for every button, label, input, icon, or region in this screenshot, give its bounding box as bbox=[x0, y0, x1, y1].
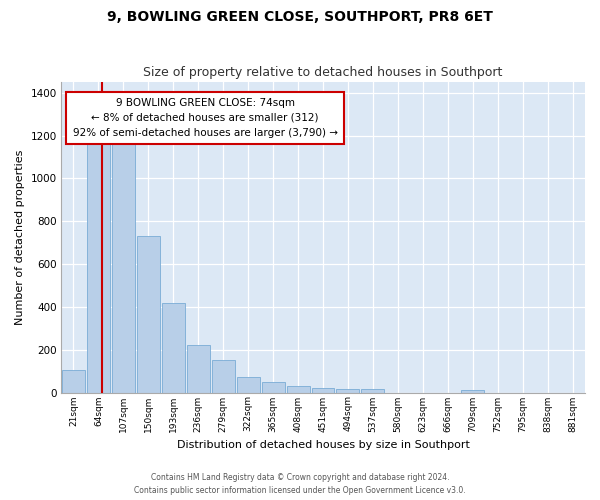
Bar bbox=[287, 386, 310, 392]
Bar bbox=[311, 388, 334, 392]
Bar bbox=[112, 144, 135, 392]
Title: Size of property relative to detached houses in Southport: Size of property relative to detached ho… bbox=[143, 66, 503, 80]
Y-axis label: Number of detached properties: Number of detached properties bbox=[15, 150, 25, 325]
Bar bbox=[212, 360, 235, 392]
Bar bbox=[236, 377, 260, 392]
Bar bbox=[337, 390, 359, 392]
Bar bbox=[187, 346, 209, 393]
Bar bbox=[62, 370, 85, 392]
Bar bbox=[162, 302, 185, 392]
Bar bbox=[262, 382, 284, 392]
Text: 9, BOWLING GREEN CLOSE, SOUTHPORT, PR8 6ET: 9, BOWLING GREEN CLOSE, SOUTHPORT, PR8 6… bbox=[107, 10, 493, 24]
X-axis label: Distribution of detached houses by size in Southport: Distribution of detached houses by size … bbox=[176, 440, 469, 450]
Bar bbox=[137, 236, 160, 392]
Text: Contains HM Land Registry data © Crown copyright and database right 2024.
Contai: Contains HM Land Registry data © Crown c… bbox=[134, 474, 466, 495]
Bar bbox=[87, 144, 110, 392]
Text: 9 BOWLING GREEN CLOSE: 74sqm
← 8% of detached houses are smaller (312)
92% of se: 9 BOWLING GREEN CLOSE: 74sqm ← 8% of det… bbox=[73, 98, 338, 138]
Bar bbox=[461, 390, 484, 392]
Bar bbox=[361, 390, 385, 392]
